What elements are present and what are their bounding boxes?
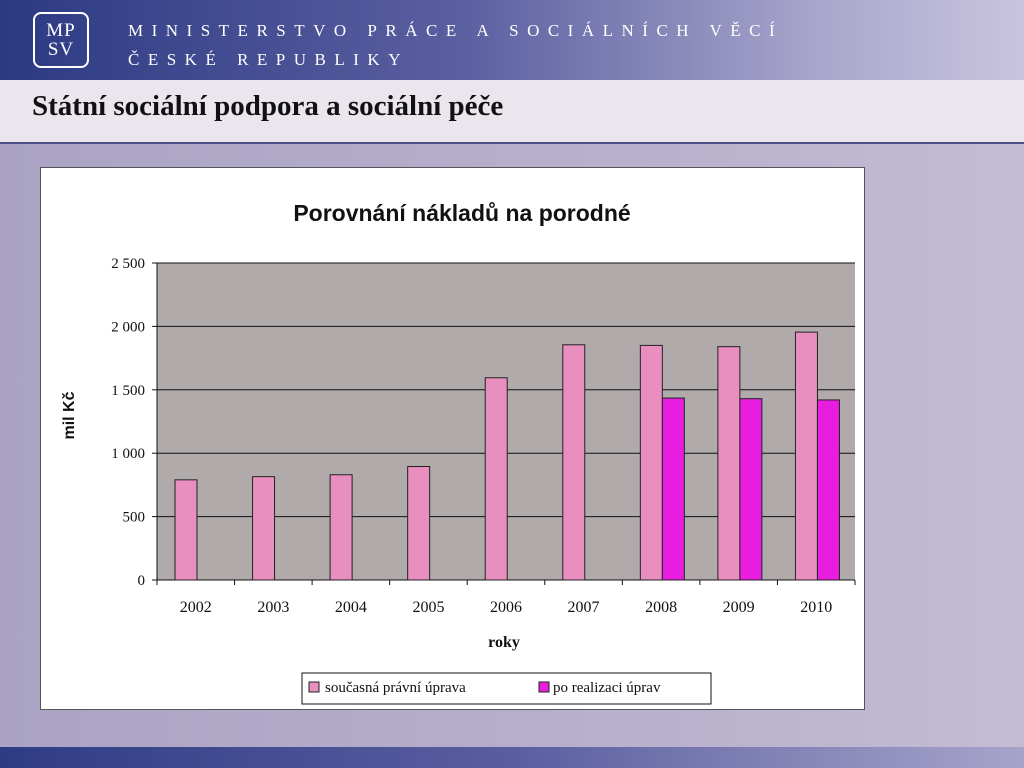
bar-1 bbox=[562, 344, 586, 581]
footer-bar bbox=[0, 747, 1024, 768]
x-tick-label: 2005 bbox=[412, 599, 444, 616]
bar-1 bbox=[407, 466, 431, 581]
bar-1 bbox=[174, 479, 198, 581]
ministry-line-2: ČESKÉ REPUBLIKY bbox=[128, 50, 409, 69]
y-tick-label: 2 000 bbox=[111, 319, 145, 335]
y-tick-label: 2 500 bbox=[111, 256, 145, 272]
mpsv-logo: MP SV bbox=[33, 12, 89, 68]
legend-swatch-2 bbox=[538, 681, 550, 693]
slide-title: Státní sociální podpora a sociální péče bbox=[32, 90, 504, 122]
header-banner: MP SV MINISTERSTVO PRÁCE A SOCIÁLNÍCH VĚ… bbox=[0, 0, 1024, 80]
slide-title-bar: Státní sociální podpora a sociální péče bbox=[0, 80, 1024, 144]
x-tick-label: 2002 bbox=[180, 599, 212, 616]
y-tick-label: 500 bbox=[123, 510, 146, 526]
legend-label-2: po realizaci úprav bbox=[553, 680, 661, 696]
x-tick-label: 2009 bbox=[723, 599, 755, 616]
logo-line-1: MP bbox=[46, 20, 76, 41]
x-tick-label: 2007 bbox=[568, 599, 600, 616]
legend-label-1: současná právní úprava bbox=[325, 680, 466, 696]
legend-swatch-1 bbox=[308, 681, 320, 693]
ministry-line-1: MINISTERSTVO PRÁCE A SOCIÁLNÍCH VĚCÍ bbox=[128, 21, 784, 40]
x-tick-label: 2004 bbox=[335, 599, 367, 616]
y-tick-label: 1 000 bbox=[111, 446, 145, 462]
chart-title: Porovnání nákladů na porodné bbox=[293, 200, 630, 226]
y-axis-label: mil Kč bbox=[61, 391, 78, 439]
ministry-name: MINISTERSTVO PRÁCE A SOCIÁLNÍCH VĚCÍ ČES… bbox=[128, 16, 783, 74]
bar-2 bbox=[661, 397, 685, 581]
y-tick-label: 1 500 bbox=[111, 383, 145, 399]
x-tick-label: 2003 bbox=[257, 599, 289, 616]
legend-box bbox=[301, 672, 712, 705]
bar-1 bbox=[329, 474, 353, 581]
bar-chart: Porovnání nákladů na porodné 0 500 1 000 1 5… bbox=[61, 200, 856, 705]
bar-1 bbox=[717, 346, 741, 581]
bar-1 bbox=[484, 377, 508, 581]
bar-1 bbox=[794, 331, 818, 581]
bar-2 bbox=[816, 399, 840, 581]
x-axis-label: roky bbox=[488, 634, 520, 651]
bar-1 bbox=[639, 344, 663, 581]
logo-line-2: SV bbox=[47, 39, 75, 60]
y-tick-label: 0 bbox=[138, 573, 146, 589]
bar-1 bbox=[252, 476, 276, 581]
x-tick-label: 2006 bbox=[490, 599, 522, 616]
bar-2 bbox=[739, 398, 763, 581]
x-tick-label: 2008 bbox=[645, 599, 677, 616]
chart-container: Porovnání nákladů na porodné 0 500 1 000 1 5… bbox=[40, 167, 865, 710]
x-tick-label: 2010 bbox=[800, 599, 832, 616]
